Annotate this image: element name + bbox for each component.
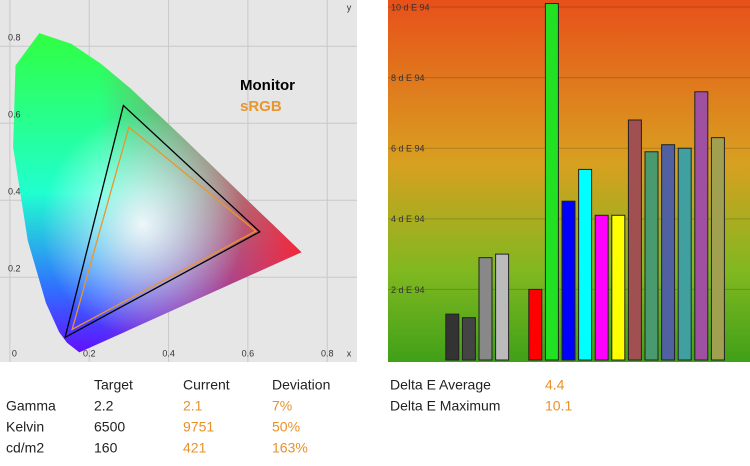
y-tick-label: 10 d E 94 xyxy=(391,2,430,12)
x-tick-label: 0.6 xyxy=(242,348,255,358)
table-cell: cd/m2 xyxy=(6,440,44,456)
table-cell: 421 xyxy=(183,440,207,456)
bar xyxy=(594,214,609,361)
table-header: Target xyxy=(94,377,133,393)
table-cell: 50% xyxy=(272,419,300,435)
tables: Target Current Deviation Gamma 2.2 2.1 7% Kelvi… xyxy=(6,377,572,456)
bar-panel: 2 d E 94 4 d E 94 6 d E 94 8 d E 94 10 d E 9… xyxy=(388,0,750,362)
y-tick-label: 8 d E 94 xyxy=(391,73,425,83)
legend-entry: sRGB xyxy=(240,98,282,115)
delta-value: 10.1 xyxy=(545,398,572,414)
table-cell: 160 xyxy=(94,440,118,456)
bar xyxy=(578,168,593,361)
x-tick-label: 0.4 xyxy=(162,348,175,358)
y-tick-label: 0.4 xyxy=(8,187,21,197)
bar xyxy=(677,147,692,361)
bar xyxy=(495,253,510,361)
table-cell: 9751 xyxy=(183,419,214,435)
bar xyxy=(461,317,476,361)
y-tick-label: 4 d E 94 xyxy=(391,214,425,224)
y-tick-label: 0.8 xyxy=(8,33,21,43)
x-tick-label: 0.2 xyxy=(83,348,96,358)
y-axis-label: y xyxy=(347,2,352,12)
y-tick-label: 0.2 xyxy=(8,264,21,274)
legend-entry: Monitor xyxy=(240,77,295,94)
table-cell: Kelvin xyxy=(6,419,44,435)
bar xyxy=(544,3,559,361)
table-cell: 163% xyxy=(272,440,308,456)
bar xyxy=(694,91,709,361)
table-cell: Gamma xyxy=(6,398,56,414)
y-tick-label: 0.6 xyxy=(8,110,21,120)
bar xyxy=(661,144,676,361)
bar xyxy=(478,257,493,361)
bar xyxy=(561,200,576,361)
delta-label: Delta E Maximum xyxy=(390,398,500,414)
bar xyxy=(627,119,642,361)
table-cell: 2.2 xyxy=(94,398,114,414)
x-tick-label: 0 xyxy=(12,348,17,358)
table-cell: 2.1 xyxy=(183,398,203,414)
gamut-triangle xyxy=(64,104,261,339)
table-header: Current xyxy=(183,377,230,393)
y-tick-label: 6 d E 94 xyxy=(391,144,425,154)
bar xyxy=(611,214,626,361)
table-cell: 6500 xyxy=(94,419,125,435)
cie-panel: 0 0.2 0.4 0.6 0.8 0.2 0.4 0.6 0.8 x y Monitor sRGB xyxy=(0,0,357,362)
table-header: Deviation xyxy=(272,377,330,393)
table-cell: 7% xyxy=(272,398,292,414)
bar xyxy=(710,137,725,361)
bar xyxy=(445,313,460,361)
gamut-triangle xyxy=(71,125,257,331)
bar xyxy=(528,288,543,361)
spectral-locus xyxy=(13,33,302,353)
delta-value: 4.4 xyxy=(545,377,565,393)
y-tick-label: 2 d E 94 xyxy=(391,285,425,295)
x-axis-label: x xyxy=(347,348,352,358)
x-tick-label: 0.8 xyxy=(321,348,334,358)
bar xyxy=(644,151,659,361)
delta-label: Delta E Average xyxy=(390,377,491,393)
